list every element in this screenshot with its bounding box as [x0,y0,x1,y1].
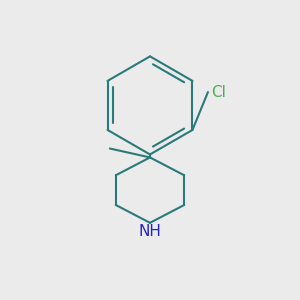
Text: NH: NH [139,224,161,239]
Text: Cl: Cl [211,85,226,100]
